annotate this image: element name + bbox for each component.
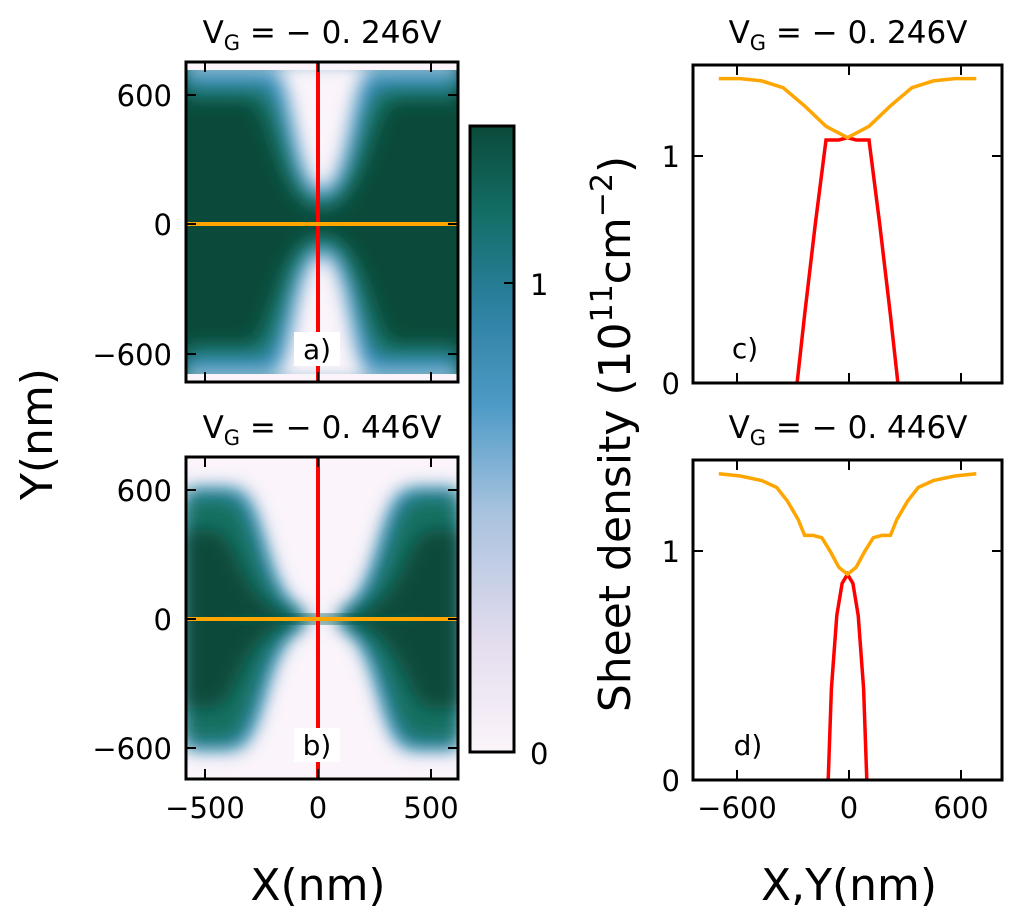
y-axis-label-left: Y(nm): [12, 368, 63, 501]
panel-b-ticks: [186, 457, 458, 779]
panel-d-series-red: [826, 570, 869, 780]
colorbar-gradient: [468, 124, 516, 754]
panel-b-ytick-label: 600: [117, 474, 172, 508]
panel-d-ytick-label: 0: [662, 764, 680, 798]
panel-b-ytick-label: −600: [92, 732, 172, 766]
panel-c-ytick-label: 0: [662, 367, 680, 401]
panel-a-ticks: [186, 62, 458, 382]
panel-d-ticks: [693, 460, 1002, 780]
panel-c-lineplot: VG = − 0. 246V 1 0 c): [662, 15, 1004, 401]
panel-c-ticks: [693, 65, 1002, 383]
panel-c-ytick-label: 1: [662, 140, 680, 174]
colorbar: 1 0: [468, 124, 548, 771]
panel-b-xtick-label: 500: [403, 791, 458, 825]
panel-c-series-red: [795, 135, 900, 383]
panel-c-frame: [691, 63, 1004, 385]
panel-a-ytick-label: 0: [154, 208, 172, 242]
panel-b-xtick-label: 0: [309, 791, 327, 825]
panel-d-ytick-label: 1: [662, 535, 680, 569]
panel-d-xtick-label: 0: [840, 791, 858, 825]
panel-d-title: VG = − 0. 446V: [729, 410, 968, 450]
panel-a-ytick-label: −600: [92, 338, 172, 372]
panel-b-xtick-label: −500: [165, 791, 245, 825]
panel-b-title: VG = − 0. 446V: [203, 410, 442, 450]
panel-d-xtick-label: −600: [697, 791, 777, 825]
panel-c-series-orange: [718, 76, 977, 140]
panel-a-heatmap: VG = − 0. 246V: [92, 15, 460, 384]
y-axis-label-right: Sheet density (1011cm−2): [585, 156, 641, 712]
panel-d-label: d): [734, 729, 763, 762]
x-axis-label-right: X,Y(nm): [761, 860, 937, 911]
panel-a-label: a): [303, 333, 331, 366]
panel-b-label: b): [303, 729, 332, 762]
panel-d-frame: [691, 458, 1004, 782]
x-axis-label-left: X(nm): [250, 860, 385, 911]
panel-a-title: VG = − 0. 246V: [203, 15, 442, 55]
panel-b-heatmap: VG = − 0. 446V 6: [92, 410, 460, 825]
panel-a-frame: [184, 60, 460, 384]
panel-d-series-orange: [718, 471, 977, 577]
colorbar-tick-label: 1: [530, 268, 548, 302]
panel-c-title: VG = − 0. 246V: [729, 15, 968, 55]
panel-d-lineplot: VG = − 0. 446V 1 0 −600 0 600 d): [662, 410, 1004, 825]
panel-a-ytick-label: 600: [117, 79, 172, 113]
panel-d-xtick-label: 600: [933, 791, 988, 825]
panel-b-ytick-label: 0: [154, 603, 172, 637]
panel-c-label: c): [732, 332, 758, 365]
colorbar-tick-label: 0: [530, 737, 548, 771]
